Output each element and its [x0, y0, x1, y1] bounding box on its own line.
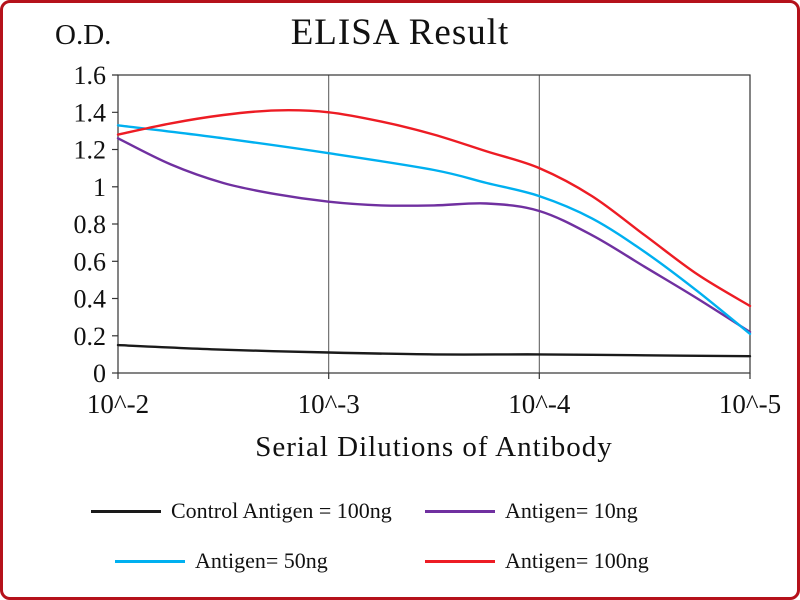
series-line	[116, 137, 752, 334]
legend-item-label: Control Antigen = 100ng	[171, 498, 392, 523]
legend-item: Antigen= 100ng	[425, 548, 649, 574]
y-tick-label: 0.8	[74, 210, 107, 239]
y-tick-label: 0.6	[74, 247, 107, 276]
legend-item: Antigen= 10ng	[425, 498, 638, 524]
series-line	[116, 124, 752, 336]
legend-line-sample	[115, 559, 185, 563]
legend-item-label: Antigen= 100ng	[505, 548, 649, 573]
y-tick-label: 1.6	[74, 61, 107, 90]
y-tick-label: 0	[93, 359, 106, 388]
x-axis-title: Serial Dilutions of Antibody	[255, 431, 613, 463]
y-tick-label: 1.4	[74, 98, 107, 127]
x-tick-label: 10^-2	[87, 389, 149, 419]
legend-item-label: Antigen= 50ng	[195, 548, 328, 573]
x-tick-label: 10^-4	[508, 389, 571, 419]
y-tick-label: 1	[93, 173, 106, 202]
line-chart: 0 0.2 0.4 0.6 0.8 1 1.2 1.4 1.6 10^-2 10^-3 10^-4 10…	[74, 61, 782, 419]
y-tick-label: 0.2	[74, 322, 107, 351]
x-tick-label: 10^-3	[298, 389, 360, 419]
legend-line-sample	[425, 509, 495, 513]
legend-line-sample	[91, 509, 161, 513]
y-axis-unit-label: O.D.	[55, 19, 112, 51]
legend-line-sample	[425, 559, 495, 563]
series-line	[116, 109, 752, 308]
legend-item: Antigen= 50ng	[115, 548, 328, 574]
legend-item: Control Antigen = 100ng	[91, 498, 392, 524]
series-line	[116, 343, 752, 358]
y-tick-label: 1.2	[74, 136, 107, 165]
y-tick-label: 0.4	[74, 285, 107, 314]
chart-title: ELISA Result	[290, 12, 510, 53]
plot-border	[117, 74, 751, 374]
legend-item-label: Antigen= 10ng	[505, 498, 638, 523]
x-tick-label: 10^-5	[719, 389, 781, 419]
